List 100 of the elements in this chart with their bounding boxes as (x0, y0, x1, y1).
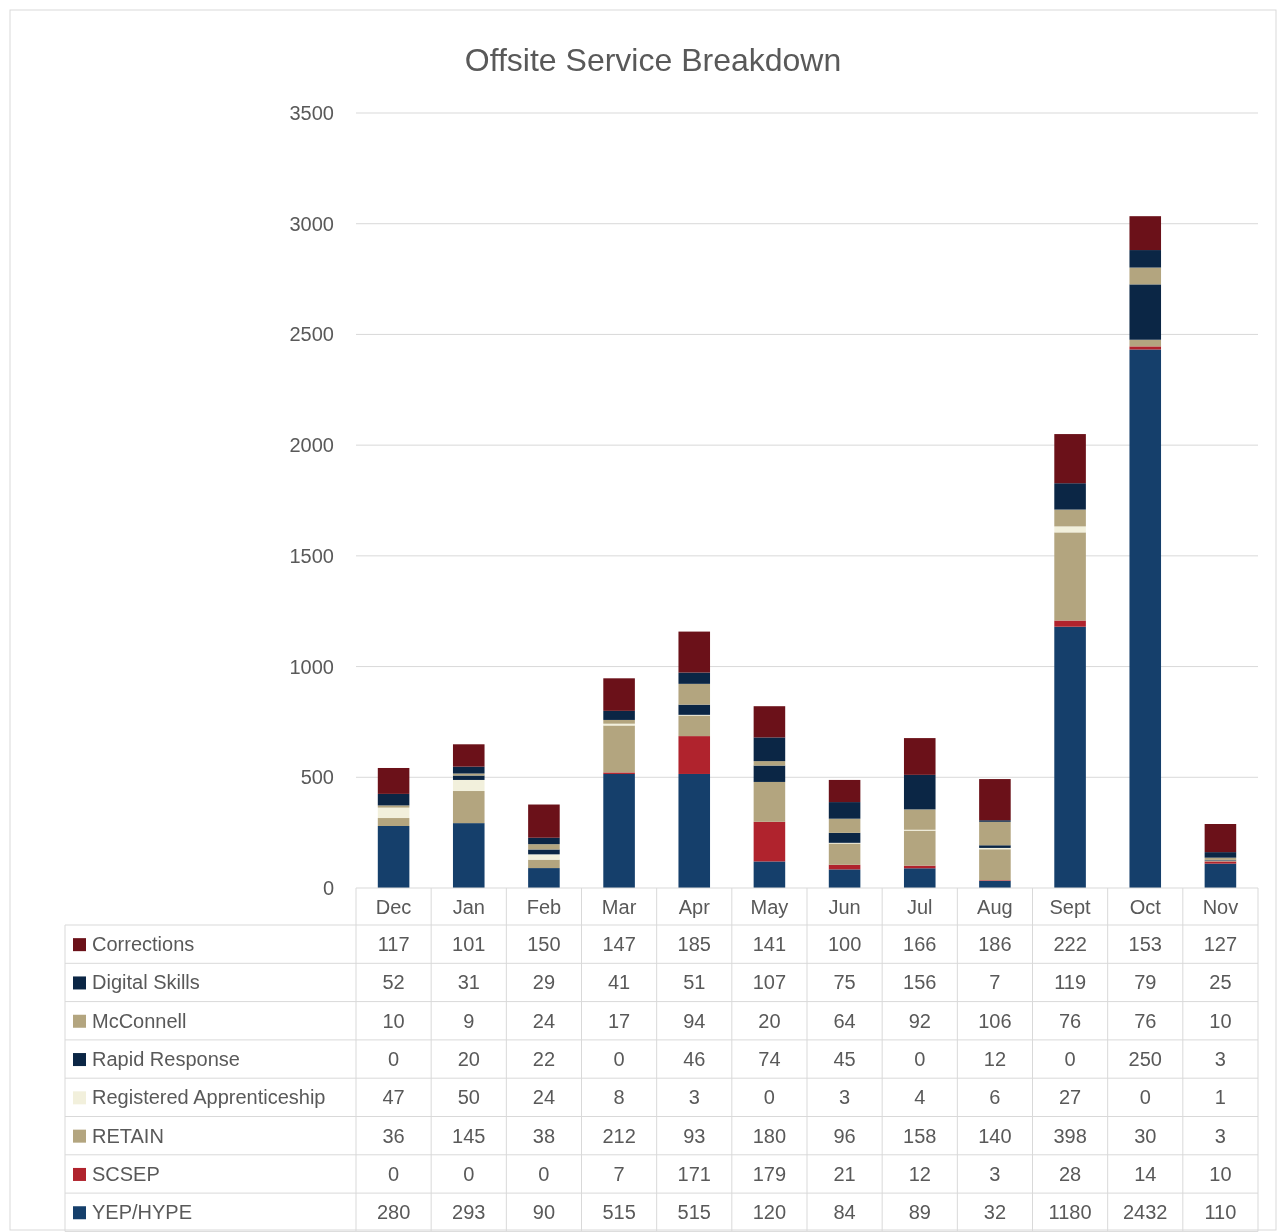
bar (979, 880, 1011, 888)
data-label: 79 (1134, 971, 1157, 994)
bar (828, 818, 861, 833)
data-label: 110 (1204, 1201, 1237, 1224)
y-tick-label: 0 (322, 877, 334, 899)
y-tick-label: 1000 (289, 655, 334, 678)
y-tick-label: 2000 (289, 434, 334, 457)
bar (1054, 509, 1086, 527)
bar (753, 737, 786, 762)
data-label: 21 (833, 1162, 856, 1185)
bar (828, 802, 861, 819)
data-label: 107 (752, 971, 787, 994)
data-label: 0 (463, 1162, 475, 1185)
data-label: 3 (688, 1086, 700, 1109)
legend-label: Digital Skills (92, 971, 200, 994)
bar (753, 821, 786, 862)
data-label: 90 (532, 1201, 556, 1224)
bar (678, 683, 711, 705)
bar (452, 775, 485, 780)
data-label: 117 (377, 933, 410, 956)
legend-label: Rapid Response (92, 1048, 240, 1071)
y-tick-label: 3500 (289, 102, 334, 124)
bar (1054, 434, 1086, 484)
data-label: 32 (983, 1201, 1007, 1224)
data-label: 185 (677, 933, 711, 956)
data-label: 140 (978, 1124, 1012, 1147)
bar (1129, 346, 1162, 350)
data-label: 46 (683, 1048, 706, 1071)
bar (377, 826, 410, 888)
data-label: 293 (452, 1201, 486, 1224)
data-label: 93 (683, 1124, 706, 1147)
bar (377, 767, 410, 794)
bar (753, 761, 786, 766)
data-label: 76 (1058, 1009, 1082, 1032)
data-label: 0 (1064, 1048, 1076, 1071)
data-label: 1 (1214, 1086, 1226, 1109)
data-label: 1180 (1048, 1201, 1092, 1224)
bar (1129, 216, 1162, 251)
bar (678, 672, 711, 684)
bar (528, 837, 560, 845)
data-label: 22 (532, 1048, 556, 1071)
data-label: 186 (978, 933, 1012, 956)
data-label: 6 (989, 1086, 1001, 1109)
y-tick-label: 1500 (289, 544, 334, 567)
x-tick-label: Jan (452, 895, 485, 918)
bar (753, 781, 786, 822)
x-tick-label: Jul (906, 895, 933, 918)
data-label: 120 (752, 1201, 787, 1224)
data-label: 166 (903, 933, 937, 956)
bar (528, 804, 560, 838)
bar (1129, 250, 1162, 268)
data-label: 0 (388, 1162, 400, 1185)
legend-label: McConnell (92, 1009, 187, 1032)
data-label: 119 (1054, 971, 1087, 994)
bar (603, 773, 635, 888)
data-label: 158 (903, 1124, 937, 1147)
data-label: 12 (908, 1162, 931, 1185)
bar (528, 859, 560, 869)
data-label: 0 (538, 1162, 550, 1185)
bar (678, 773, 711, 888)
legend-label: RETAIN (92, 1124, 164, 1147)
bar (828, 832, 861, 843)
bar (828, 869, 861, 888)
data-label: 515 (602, 1201, 636, 1224)
y-tick-label: 500 (300, 766, 334, 789)
data-label: 0 (388, 1048, 400, 1071)
data-label: 9 (463, 1009, 475, 1032)
data-label: 30 (1134, 1124, 1157, 1147)
chart-title: Offsite Service Breakdown (464, 42, 842, 78)
x-tick-label: Apr (678, 895, 711, 918)
y-tick-label: 2500 (289, 323, 334, 346)
bar (1204, 824, 1237, 853)
bar (603, 678, 635, 711)
bar (678, 631, 711, 673)
y-tick-label: 3000 (289, 212, 334, 235)
x-tick-label: Aug (977, 895, 1013, 918)
data-label: 3 (1214, 1048, 1226, 1071)
data-label: 141 (752, 933, 787, 956)
data-label: 3 (989, 1162, 1001, 1185)
data-label: 0 (1139, 1086, 1151, 1109)
bar (678, 704, 711, 715)
bar (1129, 339, 1162, 347)
data-label: 2432 (1123, 1201, 1168, 1224)
x-tick-label: Oct (1129, 895, 1162, 918)
data-label: 38 (532, 1124, 556, 1147)
bar (1129, 349, 1162, 888)
x-tick-label: Jun (828, 895, 861, 918)
bar (903, 774, 936, 810)
bar (828, 843, 861, 865)
data-label: 96 (833, 1124, 856, 1147)
bar (1054, 532, 1086, 621)
bar (377, 818, 410, 826)
data-label: 24 (532, 1009, 556, 1032)
bar (603, 710, 635, 720)
data-label: 36 (382, 1124, 405, 1147)
bar (1204, 852, 1237, 858)
data-label: 12 (983, 1048, 1007, 1071)
data-label: 150 (527, 933, 561, 956)
bar (678, 736, 711, 774)
bar (452, 791, 485, 824)
